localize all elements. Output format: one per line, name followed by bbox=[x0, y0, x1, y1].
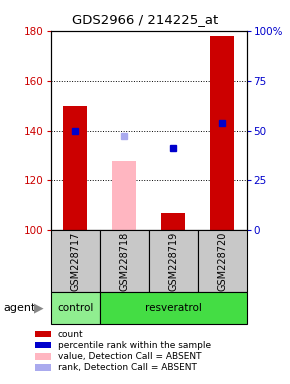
Bar bbox=[51, 230, 100, 292]
Text: value, Detection Call = ABSENT: value, Detection Call = ABSENT bbox=[58, 352, 202, 361]
Bar bbox=[63, 106, 88, 230]
Text: agent: agent bbox=[3, 303, 35, 313]
Text: GSM228717: GSM228717 bbox=[70, 232, 80, 291]
Text: percentile rank within the sample: percentile rank within the sample bbox=[58, 341, 211, 350]
Text: resveratrol: resveratrol bbox=[145, 303, 202, 313]
Text: control: control bbox=[57, 303, 93, 313]
Bar bbox=[100, 292, 246, 324]
Text: ▶: ▶ bbox=[34, 302, 44, 314]
Text: GSM228720: GSM228720 bbox=[217, 232, 227, 291]
Text: GSM228719: GSM228719 bbox=[168, 232, 178, 291]
Text: rank, Detection Call = ABSENT: rank, Detection Call = ABSENT bbox=[58, 363, 197, 372]
Bar bbox=[112, 161, 136, 230]
Bar bbox=[161, 213, 185, 230]
Bar bbox=[197, 230, 246, 292]
Text: count: count bbox=[58, 329, 84, 339]
Bar bbox=[210, 36, 234, 230]
Text: GDS2966 / 214225_at: GDS2966 / 214225_at bbox=[72, 13, 218, 26]
Bar bbox=[100, 230, 148, 292]
Bar bbox=[148, 230, 197, 292]
Bar bbox=[51, 292, 100, 324]
Text: GSM228718: GSM228718 bbox=[119, 232, 129, 291]
